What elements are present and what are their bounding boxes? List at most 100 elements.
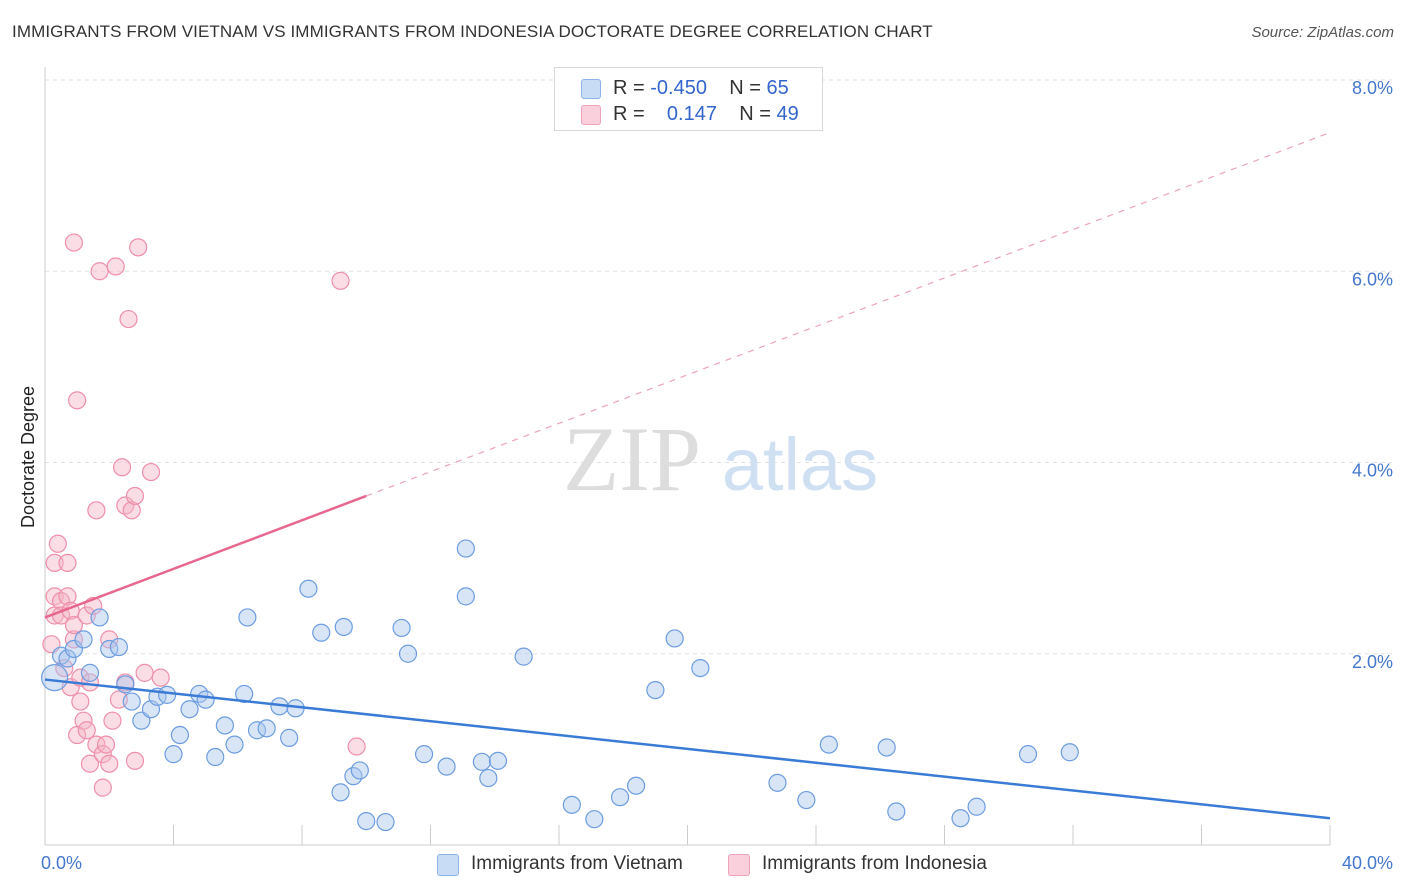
- point-vietnam: [797, 790, 816, 810]
- legend-r-label: R =: [613, 103, 645, 125]
- points-vietnam: [41, 539, 1079, 832]
- point-vietnam: [58, 649, 77, 668]
- point-indonesia: [125, 751, 145, 770]
- point-vietnam: [398, 644, 418, 663]
- bottom-legend-swatch-indonesia: [728, 854, 750, 876]
- point-indonesia: [135, 663, 154, 682]
- point-vietnam: [456, 539, 475, 558]
- y-tick-label: 4.0%: [1352, 461, 1393, 481]
- point-vietnam: [357, 811, 376, 831]
- point-vietnam: [196, 690, 215, 709]
- point-vietnam: [225, 735, 244, 754]
- y-tick-label: 6.0%: [1352, 269, 1393, 289]
- legend-r-label: R =: [613, 77, 645, 99]
- x-tick-label: 40.0%: [1342, 853, 1393, 873]
- point-indonesia: [87, 735, 106, 754]
- point-indonesia: [331, 271, 350, 290]
- point-vietnam: [456, 587, 475, 606]
- point-indonesia: [96, 735, 116, 754]
- bottom-legend-label-indonesia: Immigrants from Indonesia: [762, 853, 987, 874]
- point-indonesia: [48, 534, 67, 553]
- point-vietnam: [1060, 743, 1079, 762]
- tick-labels: 2.0% 4.0% 6.0% 8.0% 0.0% 40.0%: [41, 78, 1393, 873]
- point-vietnam: [479, 768, 498, 788]
- point-vietnam: [170, 725, 190, 745]
- point-vietnam: [74, 630, 93, 649]
- point-vietnam: [331, 783, 350, 802]
- point-vietnam: [887, 802, 906, 821]
- legend-swatch-indonesia: [581, 105, 601, 125]
- point-indonesia: [151, 668, 170, 687]
- point-vietnam: [90, 608, 109, 627]
- point-vietnam: [312, 623, 331, 642]
- point-indonesia: [100, 754, 119, 773]
- point-vietnam: [206, 747, 225, 767]
- point-indonesia: [112, 458, 132, 477]
- x-tick-label: 0.0%: [41, 853, 82, 873]
- point-vietnam: [215, 716, 234, 735]
- point-vietnam: [376, 812, 395, 832]
- point-vietnam: [819, 735, 838, 754]
- legend-text-indonesia: R = 0.147 N = 49: [613, 103, 799, 126]
- point-vietnam: [257, 719, 276, 738]
- point-vietnam: [1018, 745, 1038, 764]
- legend-r-value: -0.450: [650, 77, 707, 99]
- chart-source: Source: ZipAtlas.com: [1251, 24, 1394, 41]
- y-tick-label: 8.0%: [1352, 78, 1393, 98]
- point-vietnam: [299, 579, 318, 598]
- point-vietnam: [180, 700, 199, 719]
- point-vietnam: [80, 663, 100, 682]
- legend-n-value: 65: [766, 77, 789, 99]
- point-indonesia: [129, 238, 148, 257]
- point-indonesia: [71, 692, 90, 711]
- y-axis-title: Doctorate Degree: [18, 386, 38, 528]
- point-vietnam: [392, 618, 411, 638]
- point-vietnam: [235, 684, 254, 704]
- point-vietnam: [562, 795, 581, 814]
- legend-swatch-vietnam: [581, 79, 601, 99]
- point-indonesia: [45, 553, 64, 573]
- chart-title: IMMIGRANTS FROM VIETNAM VS IMMIGRANTS FR…: [12, 22, 933, 41]
- point-vietnam: [610, 788, 630, 807]
- point-vietnam: [877, 738, 896, 757]
- point-vietnam: [64, 639, 84, 659]
- point-vietnam: [41, 664, 69, 692]
- point-indonesia: [103, 711, 122, 730]
- point-vietnam: [350, 761, 369, 780]
- trend-line-indonesia-extension: [366, 132, 1331, 497]
- point-vietnam: [951, 809, 970, 828]
- point-indonesia: [77, 721, 96, 740]
- legend-text-vietnam: R = -0.450 N = 65: [613, 77, 789, 100]
- point-indonesia: [125, 486, 145, 506]
- point-indonesia: [74, 711, 93, 730]
- legend-n-value: 49: [776, 103, 799, 125]
- point-indonesia: [93, 745, 112, 764]
- legend-n-label: N =: [729, 77, 761, 99]
- axes: [44, 67, 1331, 846]
- point-indonesia: [80, 754, 100, 773]
- watermark-zip: ZIP: [563, 408, 701, 510]
- point-indonesia: [58, 587, 77, 606]
- point-vietnam: [116, 675, 135, 694]
- point-vietnam: [768, 773, 787, 792]
- point-indonesia: [87, 501, 106, 520]
- point-indonesia: [122, 501, 141, 520]
- points-indonesia: [42, 233, 366, 797]
- correlation-legend: R = -0.450 N = 65 R = 0.147 N = 49: [554, 67, 823, 131]
- point-indonesia: [58, 553, 77, 573]
- point-vietnam: [334, 617, 353, 637]
- point-vietnam: [280, 728, 299, 748]
- point-vietnam: [164, 745, 183, 764]
- point-indonesia: [106, 257, 125, 276]
- point-vietnam: [472, 752, 491, 771]
- point-vietnam: [437, 757, 456, 776]
- point-vietnam: [665, 629, 684, 648]
- legend-r-value: 0.147: [666, 103, 717, 125]
- point-vietnam: [109, 637, 128, 657]
- point-indonesia: [64, 615, 84, 635]
- bottom-legend-swatch-vietnam: [437, 854, 459, 876]
- grid-lines: [45, 79, 1392, 655]
- point-vietnam: [238, 608, 257, 627]
- point-indonesia: [68, 391, 87, 410]
